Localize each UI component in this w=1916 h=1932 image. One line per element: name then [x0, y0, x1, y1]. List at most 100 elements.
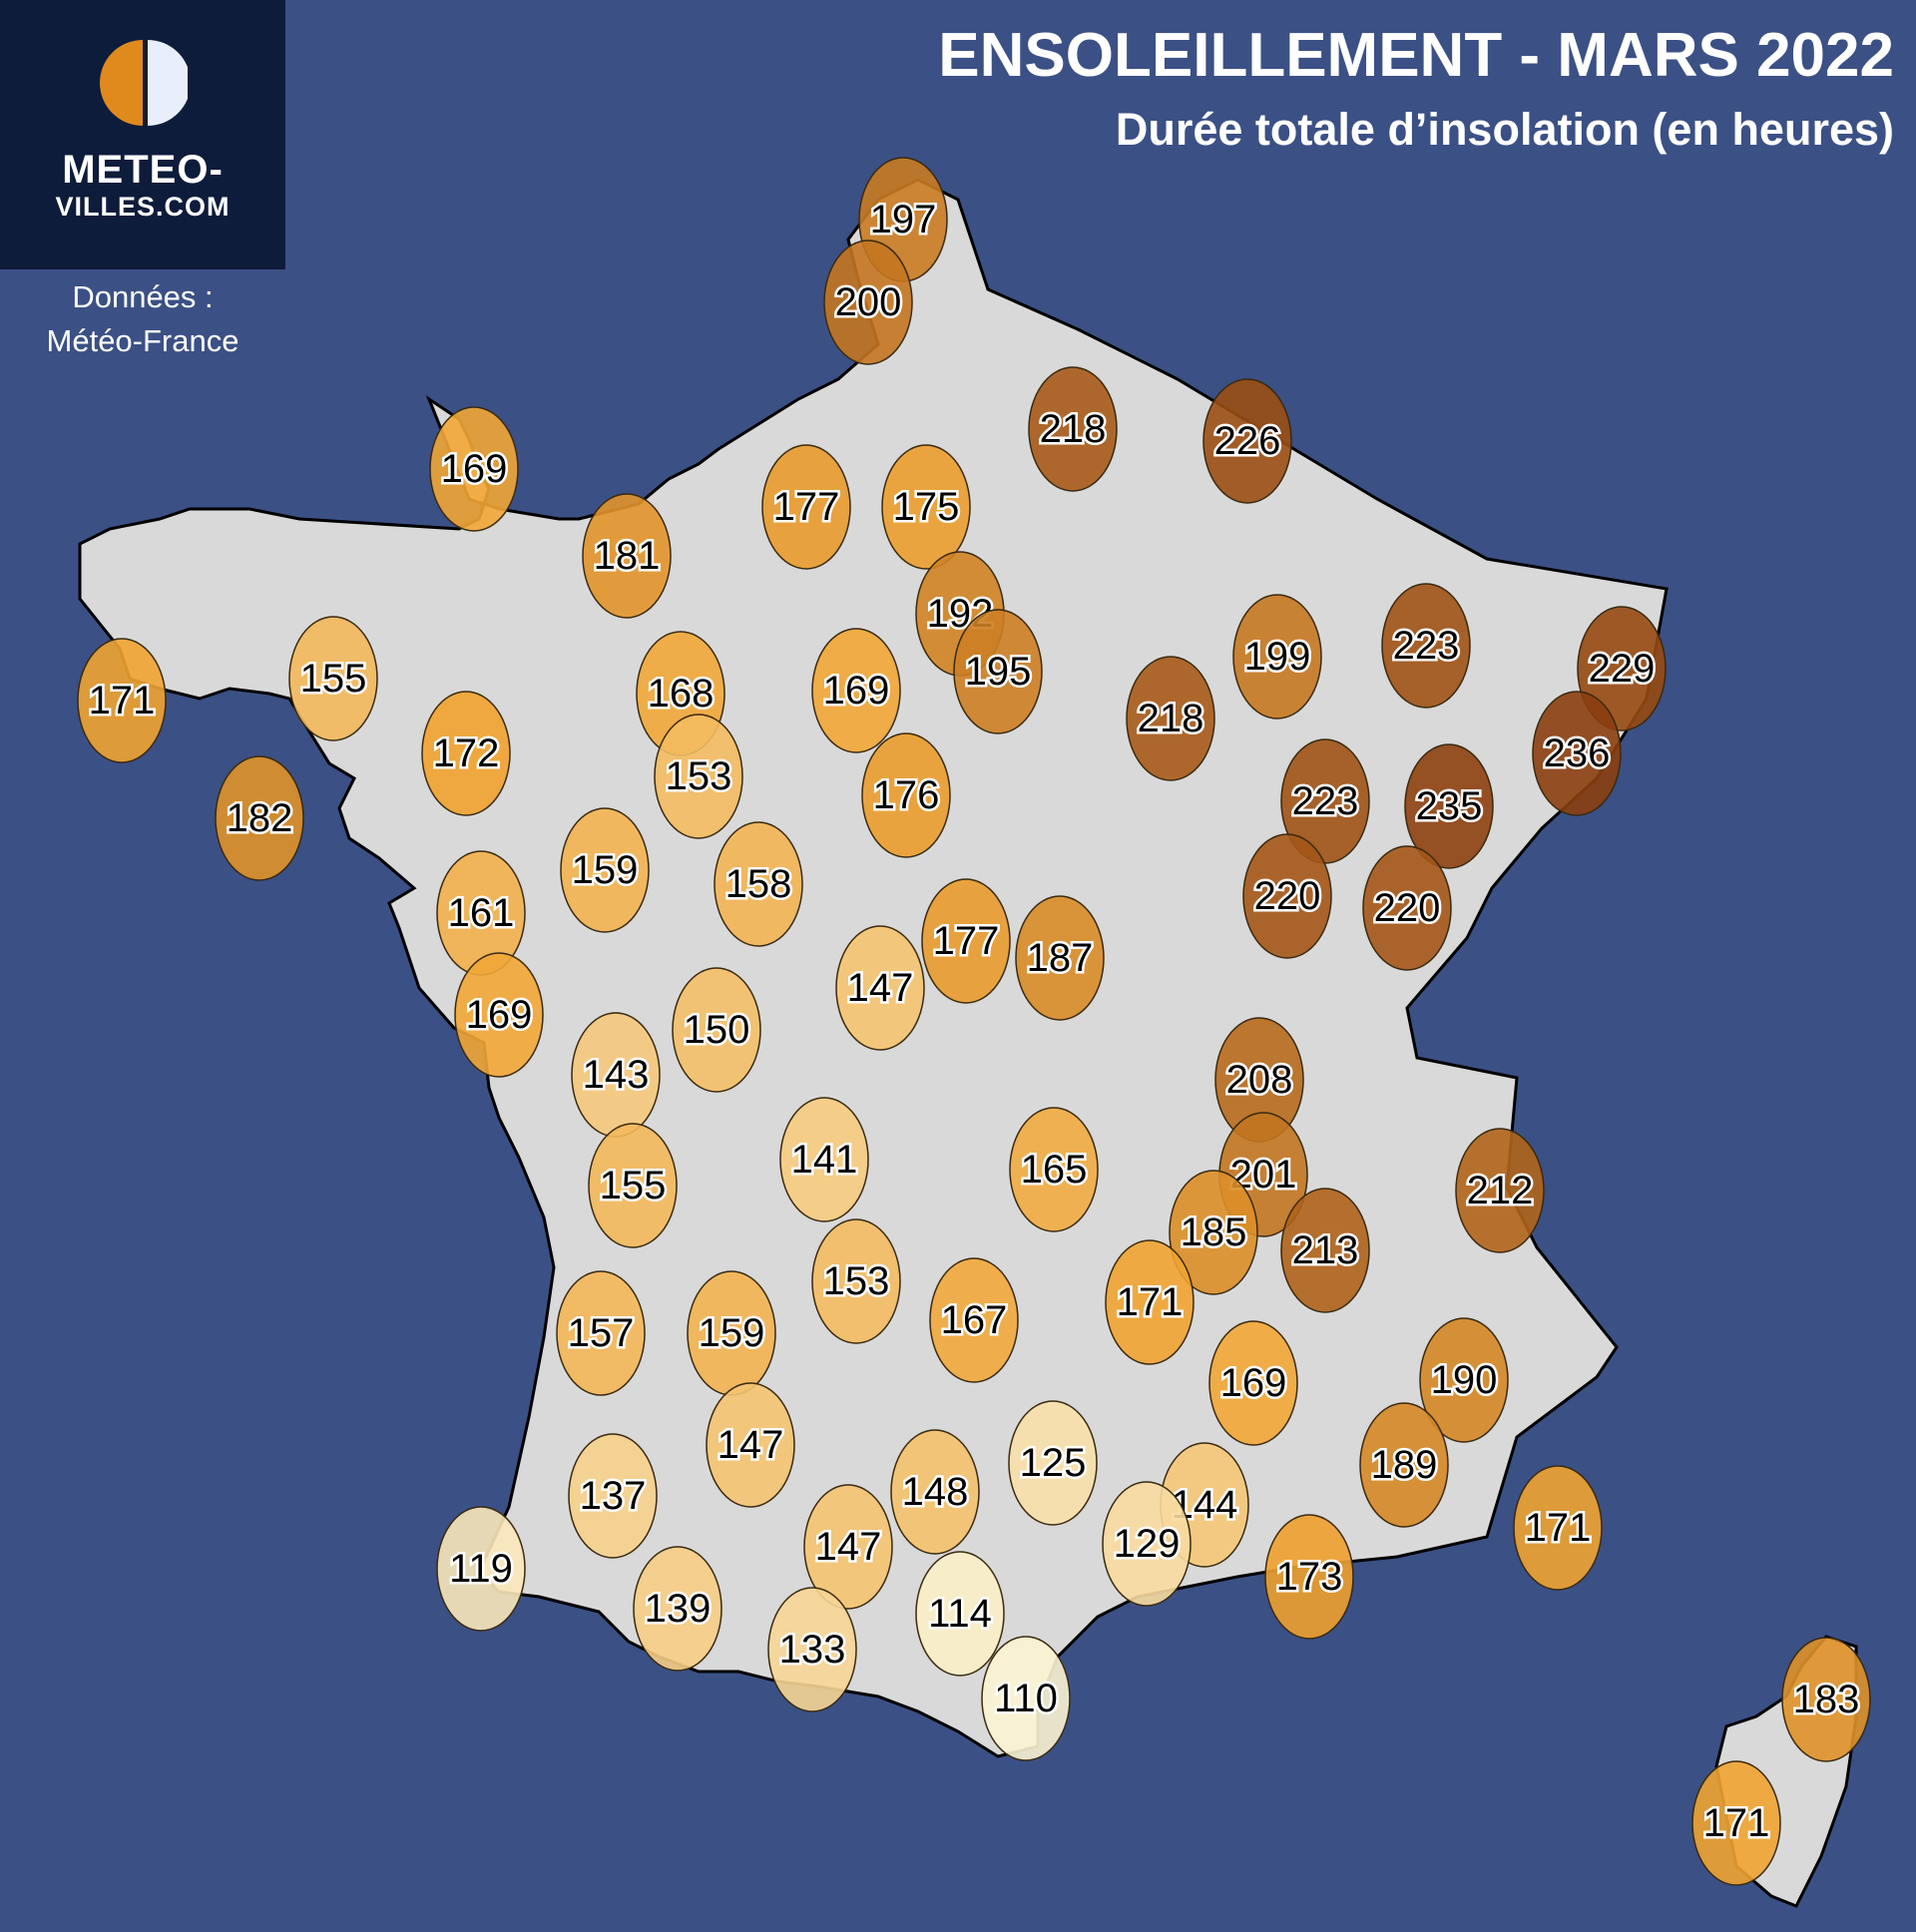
station-value-label: 169 — [441, 447, 508, 491]
station-bubble: 147 — [803, 1484, 893, 1610]
station-value-label: 218 — [1040, 407, 1107, 451]
station-marker — [1264, 1514, 1354, 1640]
station-value-label: 236 — [1544, 731, 1611, 775]
station-marker — [803, 1484, 893, 1610]
station-value-label: 139 — [645, 1587, 712, 1631]
station-bubble: 143 — [571, 1012, 661, 1138]
station-marker — [981, 1636, 1071, 1761]
station-value-label: 158 — [725, 862, 792, 906]
station-value-label: 148 — [902, 1470, 969, 1514]
station-marker — [1028, 366, 1118, 492]
logo-text-line1: METEO- — [62, 148, 224, 192]
station-bubble: 223 — [1381, 583, 1471, 709]
station-bubble: 223 — [1280, 738, 1370, 864]
station-marker — [77, 638, 167, 763]
station-value-label: 218 — [1138, 697, 1204, 740]
station-value-label: 150 — [684, 1008, 750, 1052]
station-marker — [811, 1218, 901, 1344]
station-value-label: 169 — [466, 993, 533, 1037]
station-value-label: 171 — [1703, 1801, 1770, 1845]
station-value-label: 212 — [1467, 1169, 1534, 1212]
station-value-label: 235 — [1416, 784, 1483, 828]
station-marker — [672, 967, 761, 1093]
station-bubble: 208 — [1214, 1017, 1304, 1143]
station-bubble: 218 — [1126, 656, 1215, 781]
station-value-label: 159 — [699, 1311, 765, 1355]
station-marker — [288, 616, 378, 741]
station-bubble: 185 — [1169, 1170, 1258, 1295]
station-bubble: 195 — [953, 609, 1043, 734]
station-marker — [436, 1506, 526, 1632]
station-bubble: 171 — [1513, 1465, 1603, 1591]
station-marker — [1208, 1320, 1298, 1446]
station-marker — [823, 240, 913, 365]
logo-panel: METEO- VILLES.COM — [0, 0, 285, 269]
station-bubble: 218 — [1028, 366, 1118, 492]
station-value-label: 161 — [448, 891, 515, 935]
station-value-label: 185 — [1181, 1210, 1247, 1254]
station-bubble: 119 — [436, 1506, 526, 1632]
station-value-label: 177 — [933, 919, 1000, 963]
station-marker — [1102, 1481, 1192, 1607]
station-value-label: 213 — [1292, 1228, 1359, 1272]
station-marker — [1009, 1107, 1099, 1232]
station-value-label: 147 — [815, 1525, 882, 1569]
station-value-label: 129 — [1114, 1522, 1181, 1566]
station-value-label: 168 — [648, 672, 715, 716]
station-value-label: 147 — [718, 1423, 784, 1467]
station-marker — [915, 1551, 1005, 1677]
station-marker — [714, 821, 803, 947]
station-bubble: 147 — [835, 925, 925, 1051]
station-marker — [1280, 1188, 1370, 1313]
station-bubble: 220 — [1362, 845, 1452, 971]
station-marker — [1232, 594, 1322, 720]
station-marker — [1419, 1317, 1509, 1443]
station-bubble: 199 — [1232, 594, 1322, 720]
station-value-label: 199 — [1244, 635, 1311, 679]
station-marker — [767, 1587, 857, 1712]
station-bubble: 110 — [981, 1636, 1071, 1761]
station-marker — [1381, 583, 1471, 709]
station-value-label: 153 — [666, 754, 732, 798]
station-value-label: 182 — [227, 796, 293, 840]
station-bubble: 190 — [1419, 1317, 1509, 1443]
station-bubble: 165 — [1009, 1107, 1099, 1232]
station-bubble: 129 — [1102, 1481, 1192, 1607]
station-value-label: 197 — [870, 198, 937, 242]
station-value-label: 165 — [1021, 1148, 1088, 1192]
station-marker — [556, 1270, 646, 1396]
station-value-label: 119 — [449, 1547, 513, 1591]
station-bubble: 200 — [823, 240, 913, 365]
station-marker — [1781, 1637, 1871, 1762]
station-value-label: 181 — [594, 534, 661, 578]
station-marker — [421, 691, 511, 816]
station-bubble: 236 — [1532, 691, 1622, 816]
station-bubble: 220 — [1242, 833, 1332, 959]
station-bubble: 183 — [1781, 1637, 1871, 1762]
station-bubble: 189 — [1359, 1402, 1449, 1528]
station-marker — [215, 755, 304, 881]
logo-text-line2: VILLES.COM — [55, 192, 231, 222]
station-bubble: 213 — [1280, 1188, 1370, 1313]
station-bubble: 187 — [1015, 895, 1105, 1021]
station-marker — [1691, 1760, 1781, 1886]
station-bubble: 114 — [915, 1551, 1005, 1677]
station-marker — [1362, 845, 1452, 971]
station-bubble: 159 — [687, 1270, 776, 1396]
sun-moon-icon — [100, 40, 188, 126]
station-marker — [1455, 1128, 1545, 1253]
station-value-label: 141 — [791, 1138, 858, 1182]
station-marker — [811, 628, 901, 753]
station-marker — [861, 732, 951, 858]
station-value-label: 208 — [1226, 1058, 1293, 1102]
station-bubble: 141 — [779, 1097, 869, 1222]
station-value-label: 155 — [600, 1164, 667, 1208]
station-marker — [706, 1382, 795, 1508]
station-value-label: 114 — [928, 1592, 992, 1636]
station-marker — [1202, 378, 1292, 504]
station-marker — [890, 1429, 980, 1555]
station-bubble: 177 — [761, 444, 851, 570]
station-bubble: 158 — [714, 821, 803, 947]
station-value-label: 190 — [1431, 1358, 1498, 1402]
